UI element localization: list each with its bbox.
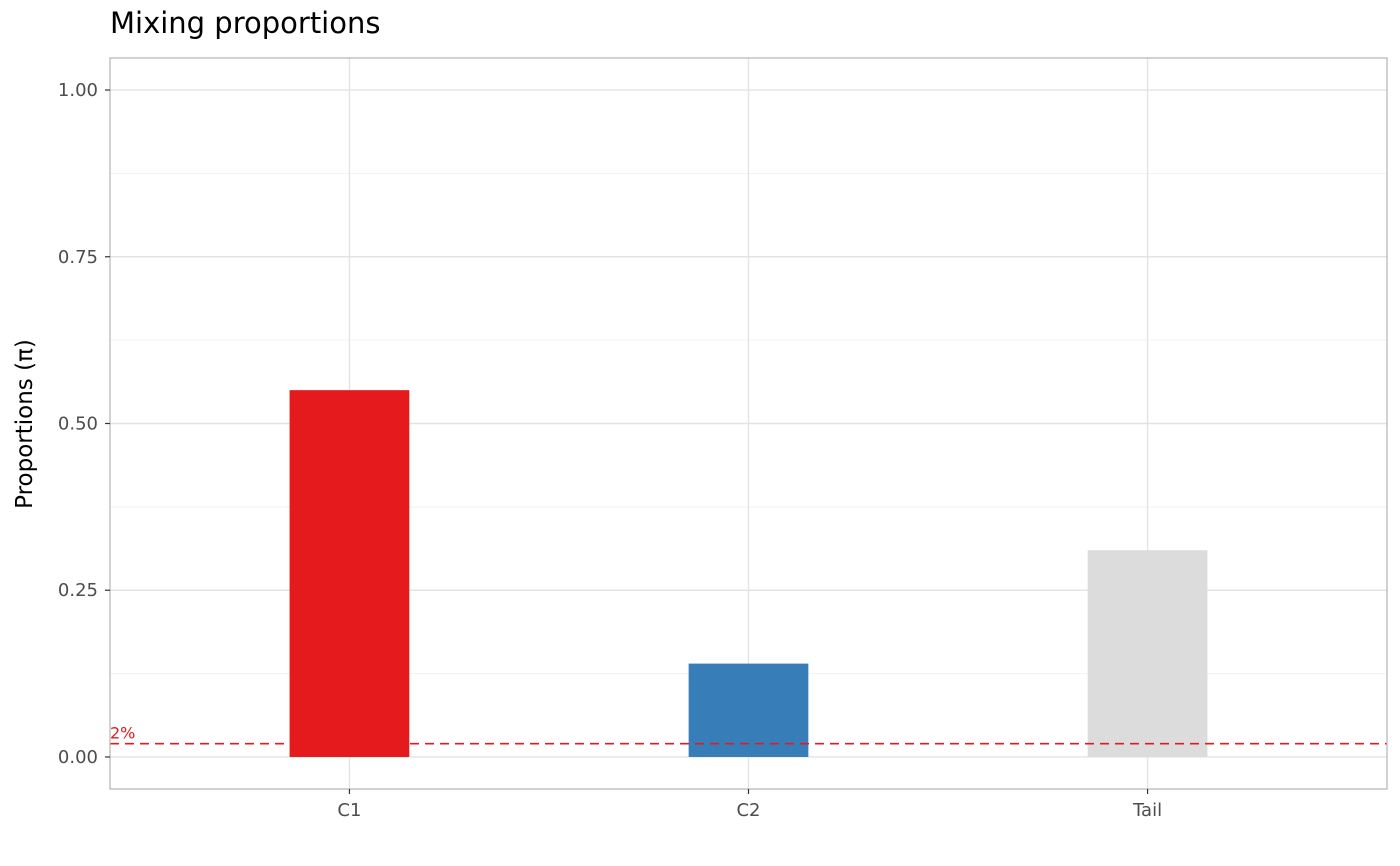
bar-c1 — [289, 390, 410, 757]
y-axis-ticks: 0.00 0.25 0.50 0.75 1.00 — [58, 80, 110, 768]
threshold-line-group: 2% — [110, 724, 1387, 745]
bars — [289, 390, 1208, 757]
bar-c2 — [688, 663, 809, 757]
x-tick-label: C2 — [736, 800, 760, 821]
y-tick-label: 0.50 — [58, 414, 98, 435]
chart-title: Mixing proportions — [110, 6, 381, 40]
y-tick-label: 1.00 — [58, 80, 98, 101]
x-tick-label: Tail — [1132, 800, 1162, 821]
y-tick-label: 0.25 — [58, 580, 98, 601]
bar-tail — [1087, 550, 1208, 757]
y-tick-label: 0.00 — [58, 747, 98, 768]
y-tick-label: 0.75 — [58, 247, 98, 268]
threshold-label: 2% — [110, 724, 135, 743]
x-tick-label: C1 — [337, 800, 361, 821]
x-axis-ticks: C1 C2 Tail — [337, 789, 1162, 821]
